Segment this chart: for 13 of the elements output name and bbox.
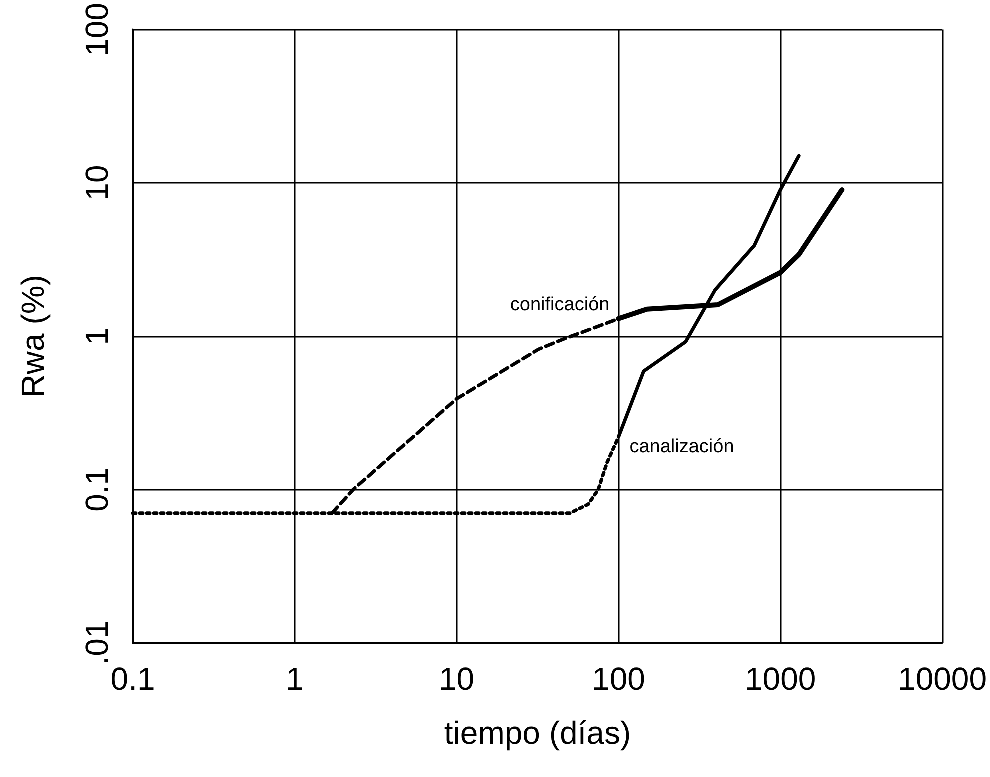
x-tick-label: 10000 bbox=[898, 661, 987, 697]
y-tick-label: 10 bbox=[79, 165, 115, 201]
y-tick-label: 0.1 bbox=[79, 467, 115, 512]
y-tick-label: 1 bbox=[79, 327, 115, 346]
series-label: canalización bbox=[630, 436, 734, 458]
x-tick-label: 100 bbox=[592, 661, 646, 697]
y-tick-label: 100 bbox=[79, 3, 115, 56]
y-axis-title: Rwa (%) bbox=[15, 275, 51, 398]
x-tick-label: 1 bbox=[286, 661, 304, 697]
x-axis-title: tiempo (días) bbox=[444, 715, 632, 751]
x-tick-label: 1000 bbox=[745, 661, 816, 697]
series-label: conificación bbox=[510, 294, 610, 316]
x-tick-label: 10 bbox=[439, 661, 475, 697]
